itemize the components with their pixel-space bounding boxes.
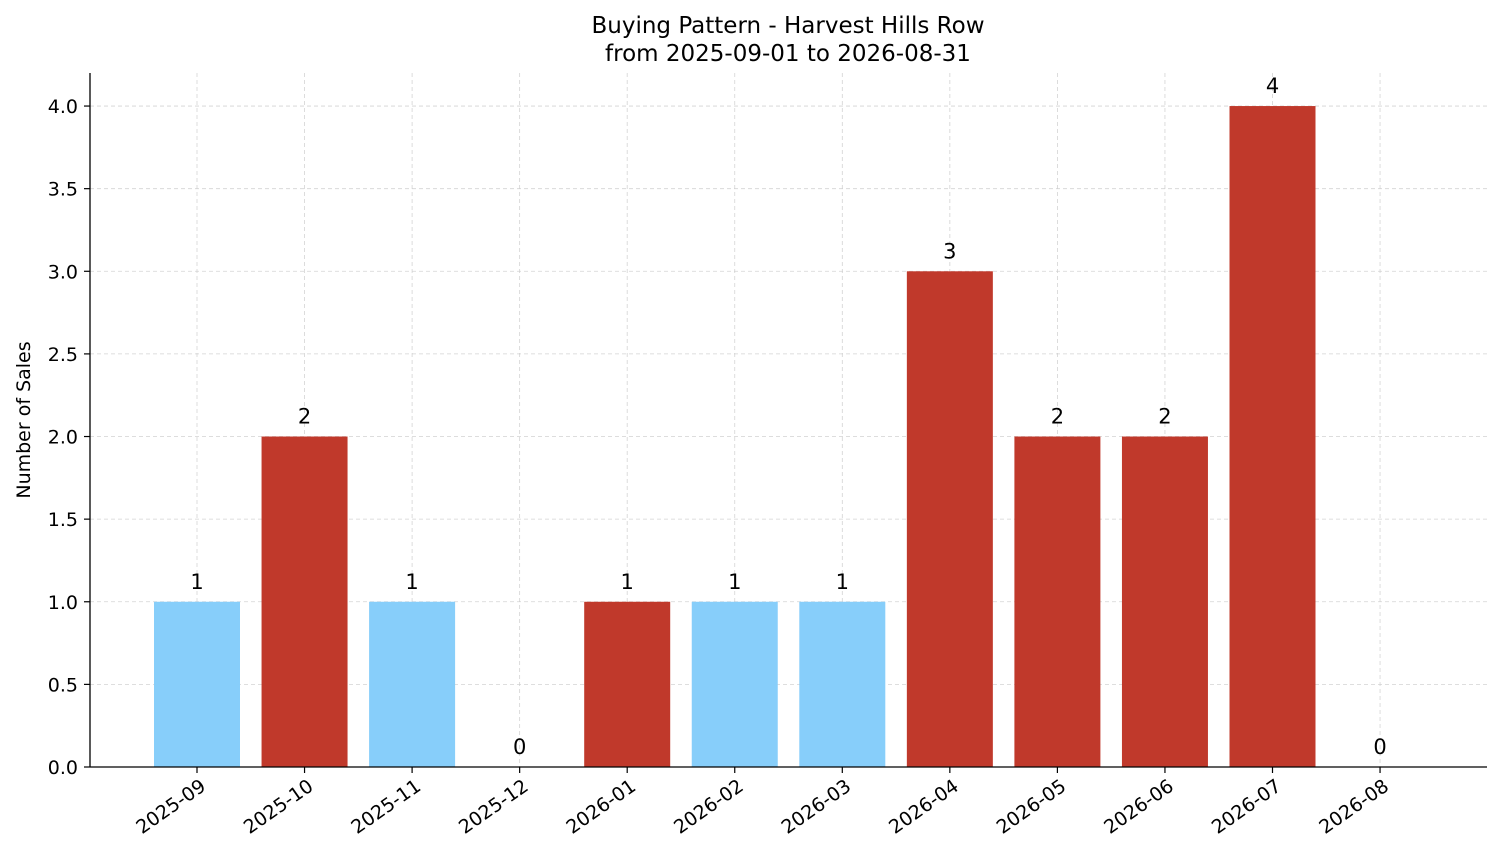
y-tick-label: 0.0: [48, 757, 78, 779]
chart-subtitle: from 2025-09-01 to 2026-08-31: [605, 41, 971, 67]
y-tick-label: 2.0: [48, 427, 78, 449]
x-ticks: 2025-09 2025-10 2025-11 2025-12 2026-01 2026-…: [132, 767, 1393, 839]
bar-value-label: 1: [728, 570, 741, 594]
bar: [261, 436, 348, 767]
bar-value-label: 2: [298, 405, 311, 429]
bar: [154, 601, 240, 767]
bar-value-label: 3: [943, 239, 956, 263]
bar-value-label: 1: [190, 570, 203, 594]
x-tick-label: 2026-05: [993, 775, 1071, 839]
bar: [1229, 106, 1316, 768]
x-tick-label: 2026-03: [778, 775, 856, 839]
bar-value-label: 0: [1373, 735, 1386, 759]
bar: [691, 601, 778, 767]
y-tick-label: 3.5: [48, 179, 78, 201]
y-tick-label: 0.5: [48, 674, 78, 696]
y-tick-label: 2.5: [48, 344, 78, 366]
bar-value-label: 4: [1266, 74, 1279, 98]
bars: [154, 106, 1316, 768]
x-tick-label: 2025-11: [347, 775, 425, 839]
data-labels: 1 2 1 0 1 1 1 3 2 2 4 0: [190, 74, 1386, 759]
y-tick-label: 1.5: [48, 509, 78, 531]
bar-value-label: 1: [836, 570, 849, 594]
x-tick-label: 2026-06: [1100, 775, 1178, 839]
x-tick-label: 2026-02: [670, 775, 748, 839]
bar: [1121, 436, 1208, 767]
bar: [1014, 436, 1101, 767]
x-tick-label: 2025-09: [132, 775, 210, 839]
y-axis-label: Number of Sales: [13, 341, 35, 498]
bar-value-label: 1: [621, 570, 634, 594]
bar: [799, 601, 886, 767]
y-ticks: 0.0 0.5 1.0 1.5 2.0 2.5 3.0 3.5 4.0: [48, 96, 90, 779]
y-tick-label: 3.0: [48, 261, 78, 283]
bar-value-label: 1: [405, 570, 418, 594]
x-tick-label: 2025-12: [455, 775, 533, 839]
x-tick-label: 2026-04: [885, 775, 963, 839]
bar: [369, 601, 456, 767]
bar-value-label: 2: [1158, 405, 1171, 429]
x-tick-label: 2026-07: [1208, 775, 1286, 839]
bar: [906, 271, 993, 767]
bar-value-label: 0: [513, 735, 526, 759]
y-tick-label: 1.0: [48, 592, 78, 614]
y-tick-label: 4.0: [48, 96, 78, 118]
x-tick-label: 2026-08: [1315, 775, 1393, 839]
chart-title: Buying Pattern - Harvest Hills Row: [591, 13, 984, 39]
bar: [584, 601, 671, 767]
x-tick-label: 2025-10: [240, 775, 318, 839]
x-tick-label: 2026-01: [562, 775, 640, 839]
bar-value-label: 2: [1051, 405, 1064, 429]
